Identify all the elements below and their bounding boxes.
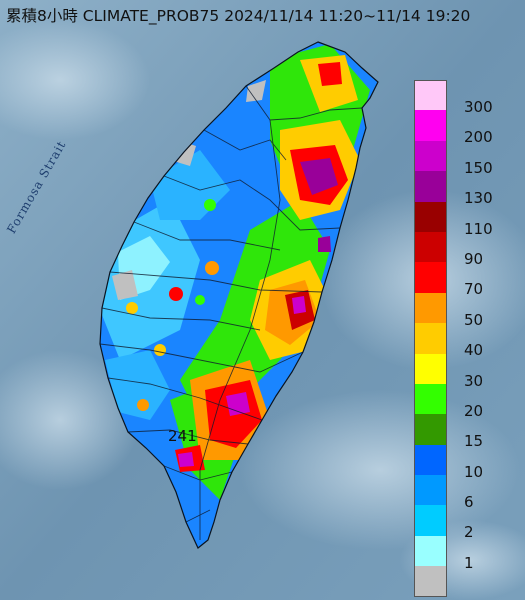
legend-row: 200	[414, 110, 514, 140]
legend-swatch	[414, 323, 447, 353]
legend-row: 2	[414, 505, 514, 535]
legend-swatch	[414, 505, 447, 535]
legend-row: 6	[414, 475, 514, 505]
legend-swatch	[414, 110, 447, 140]
legend-swatch	[414, 566, 447, 596]
legend-swatch	[414, 232, 447, 262]
legend-row: 70	[414, 262, 514, 292]
legend-row: 20	[414, 384, 514, 414]
legend-swatch	[414, 262, 447, 292]
legend-row: 300	[414, 80, 514, 110]
legend-swatch	[414, 293, 447, 323]
legend-row: 40	[414, 323, 514, 353]
legend-row: 90	[414, 232, 514, 262]
legend-swatch	[414, 202, 447, 232]
max-value-label: 241	[168, 427, 197, 445]
legend-swatch	[414, 445, 447, 475]
legend-row: 15	[414, 414, 514, 444]
legend-row: 110	[414, 202, 514, 232]
legend-swatch	[414, 354, 447, 384]
legend-row: 150	[414, 141, 514, 171]
legend-swatch	[414, 80, 447, 110]
legend-row: 130	[414, 171, 514, 201]
legend-swatch	[414, 414, 447, 444]
legend-row: 50	[414, 293, 514, 323]
legend-swatch	[414, 171, 447, 201]
map-title: 累積8小時 CLIMATE_PROB75 2024/11/14 11:20~11…	[6, 4, 470, 26]
legend-row	[414, 566, 514, 596]
legend-row: 1	[414, 536, 514, 566]
legend-row: 10	[414, 445, 514, 475]
legend-swatch	[414, 536, 447, 566]
legend-row: 30	[414, 354, 514, 384]
legend: 300 200 150 130 110 90 70 50 40 30 20 15 10 6 2 1	[414, 80, 514, 597]
legend-swatch	[414, 141, 447, 171]
legend-swatch	[414, 384, 447, 414]
legend-swatch	[414, 475, 447, 505]
